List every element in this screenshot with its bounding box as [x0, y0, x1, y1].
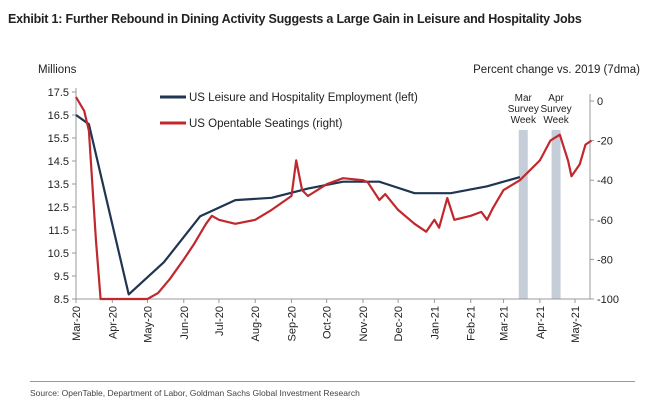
x-tick-label: May-20	[142, 306, 154, 343]
right-tick-label: -100	[597, 294, 619, 306]
x-tick-label: Dec-20	[393, 306, 405, 341]
left-tick-label: 10.5	[48, 248, 69, 260]
series-line-seatings	[75, 96, 593, 301]
left-tick-label: 9.5	[54, 271, 69, 283]
x-tick-label: Jul-20	[214, 306, 226, 336]
right-tick-label: -80	[597, 254, 613, 266]
left-axis-title: Millions	[38, 64, 77, 76]
x-tick-label: Jan-21	[429, 306, 441, 340]
x-tick-label: Nov-20	[358, 306, 370, 341]
survey-week-label: Week	[511, 115, 537, 126]
x-tick-label: Mar-20	[71, 306, 83, 341]
survey-week-label: Week	[543, 115, 569, 126]
right-tick-label: -60	[597, 215, 613, 227]
left-tick-label: 11.5	[48, 225, 69, 237]
left-tick-label: 15.5	[48, 133, 69, 145]
left-tick-label: 8.5	[54, 294, 69, 306]
chart-title: Exhibit 1: Further Rebound in Dining Act…	[8, 12, 582, 26]
series-line-employment	[75, 114, 521, 296]
divider	[30, 381, 635, 382]
legend-label: US Opentable Seatings (right)	[189, 118, 343, 130]
survey-week-label: Apr	[548, 93, 564, 104]
right-tick-label: -40	[597, 175, 613, 187]
left-tick-label: 17.5	[48, 87, 69, 99]
x-tick-label: Feb-21	[466, 306, 478, 341]
right-axis-title: Percent change vs. 2019 (7dma)	[473, 64, 640, 76]
left-tick-label: 14.5	[48, 156, 69, 168]
left-tick-label: 12.5	[48, 202, 69, 214]
x-tick-label: Jun-20	[179, 306, 191, 340]
x-tick-label: Mar-21	[499, 306, 511, 341]
right-tick-label: -20	[597, 136, 613, 148]
x-tick-label: Oct-20	[322, 306, 334, 339]
right-tick-label: 0	[597, 96, 603, 108]
x-tick-label: Apr-20	[107, 306, 119, 339]
survey-week-label: Mar	[515, 93, 533, 104]
source-note: Source: OpenTable, Department of Labor, …	[30, 388, 360, 398]
survey-week-label: Survey	[508, 104, 539, 115]
left-tick-label: 16.5	[48, 110, 69, 122]
legend-label: US Leisure and Hospitality Employment (l…	[189, 92, 418, 104]
survey-week-bar	[551, 130, 561, 299]
x-tick-label: Apr-21	[535, 306, 547, 339]
x-tick-label: Sep-20	[287, 306, 299, 341]
left-tick-label: 13.5	[48, 179, 69, 191]
x-tick-label: May-21	[570, 306, 582, 343]
x-tick-label: Aug-20	[250, 306, 262, 341]
survey-week-label: Survey	[541, 104, 572, 115]
survey-week-bar	[518, 130, 528, 299]
